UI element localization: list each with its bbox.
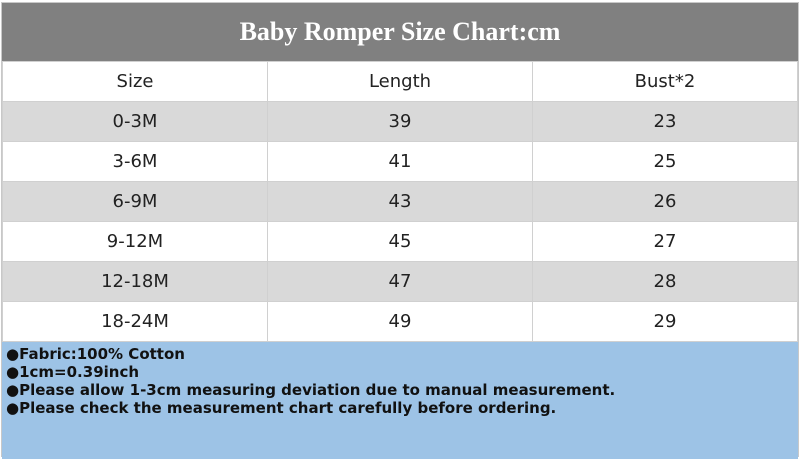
size-table: Size Length Bust*2 0-3M 39 23 3-6M 41 25 6-9M 43 26… [2, 61, 798, 342]
cell: 3-6M [2, 141, 268, 182]
note: ●1cm=0.39inch [6, 363, 140, 381]
cell: 12-18M [2, 261, 268, 302]
cell: 27 [532, 221, 798, 262]
header-row: Size Length Bust*2 [2, 61, 798, 102]
cell: 0-3M [2, 101, 268, 142]
row: 0-3M 39 23 [2, 101, 798, 142]
column-header: Bust*2 [532, 61, 798, 102]
cell: 26 [532, 181, 798, 222]
note: ●Fabric:100% Cotton [6, 345, 185, 363]
cell: 43 [267, 181, 533, 222]
cell: 25 [532, 141, 798, 182]
cell: 9-12M [2, 221, 268, 262]
cell: 28 [532, 261, 798, 302]
row: 9-12M 45 27 [2, 221, 798, 262]
note: ●Please allow 1-3cm measuring deviation … [6, 381, 616, 399]
cell: 39 [267, 101, 533, 142]
column-header: Length [267, 61, 533, 102]
row: 6-9M 43 26 [2, 181, 798, 222]
column-header: Size [2, 61, 268, 102]
cell: 41 [267, 141, 533, 182]
cell: 29 [532, 301, 798, 342]
cell: 18-24M [2, 301, 268, 342]
row: 3-6M 41 25 [2, 141, 798, 182]
cell: 47 [267, 261, 533, 302]
row: 12-18M 47 28 [2, 261, 798, 302]
cell: 49 [267, 301, 533, 342]
cell: 23 [532, 101, 798, 142]
cell: 45 [267, 221, 533, 262]
note: ●Please check the measurement chart care… [6, 399, 557, 417]
row: 18-24M 49 29 [2, 301, 798, 342]
title: Baby Romper Size Chart:cm [2, 3, 798, 61]
cell: 6-9M [2, 181, 268, 222]
notes: ●Fabric:100% Cotton ●1cm=0.39inch ●Please … [2, 342, 798, 459]
